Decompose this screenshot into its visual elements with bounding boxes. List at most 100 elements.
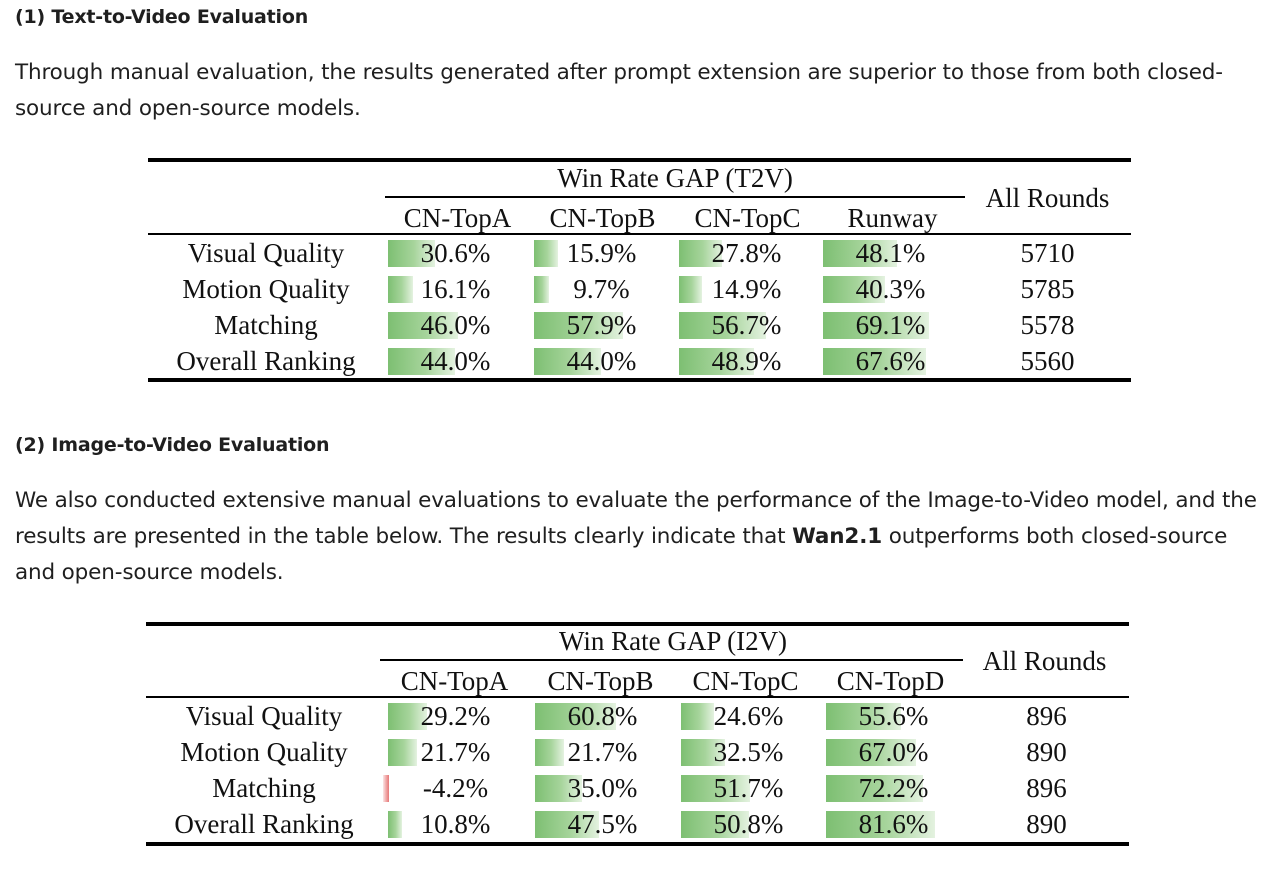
- win-rate-bar: [823, 276, 885, 303]
- all-rounds-value: 5710: [1020, 238, 1075, 268]
- section-paragraph-t2v: Through manual evaluation, the results g…: [15, 60, 1223, 121]
- win-rate-value: 21.7%: [567, 737, 638, 767]
- win-rate-value: 27.8%: [711, 238, 782, 268]
- win-rate-bar: [388, 348, 456, 375]
- all-rounds-value: 5785: [1020, 274, 1075, 304]
- win-rate-value: 14.9%: [711, 274, 782, 304]
- row-label: Visual Quality: [187, 238, 345, 268]
- row-label: Overall Ranking: [174, 809, 354, 839]
- win-rate-bar: [823, 348, 927, 375]
- paragraph-text: We also conducted extensive manual evalu…: [15, 488, 1257, 549]
- win-rate-bar: [388, 240, 435, 267]
- win-rate-value: 67.6%: [855, 346, 926, 376]
- all-rounds-value: 896: [1026, 701, 1067, 731]
- win-rate-value: 15.9%: [566, 238, 637, 268]
- win-rate-value: 44.0%: [566, 346, 637, 376]
- win-rate-bar: [535, 775, 582, 802]
- win-rate-bar: [679, 348, 754, 375]
- column-header: CN-TopA: [403, 203, 512, 233]
- win-rate-value: -4.2%: [422, 773, 489, 803]
- row-label: Motion Quality: [182, 274, 350, 304]
- win-rate-value: 72.2%: [858, 773, 929, 803]
- win-rate-value: 69.1%: [855, 310, 926, 340]
- all-rounds-value: 5578: [1020, 310, 1075, 340]
- row-label: Visual Quality: [185, 701, 343, 731]
- column-header: CN-TopC: [694, 203, 801, 233]
- group-header-rule: [385, 196, 965, 198]
- header-rule: [146, 696, 1129, 698]
- all-rounds-value: 890: [1026, 809, 1067, 839]
- win-rate-bar: [681, 739, 725, 766]
- section-heading-i2v: (2) Image-to-Video Evaluation: [15, 434, 330, 456]
- win-rate-bar: [826, 811, 936, 838]
- table-top-rule: [148, 158, 1131, 162]
- win-rate-bar: [534, 276, 549, 303]
- win-rate-bar: [534, 312, 623, 339]
- win-rate-bar: [681, 811, 750, 838]
- win-rate-bar: [535, 811, 599, 838]
- win-rate-value: 48.9%: [711, 346, 782, 376]
- table-bottom-rule: [146, 842, 1129, 846]
- row-label: Matching: [214, 310, 318, 340]
- win-rate-bar: [535, 739, 565, 766]
- win-rate-value: 55.6%: [858, 701, 929, 731]
- all-rounds-header: All Rounds: [982, 646, 1107, 676]
- win-rate-bar: [388, 312, 459, 339]
- win-rate-value: 51.7%: [713, 773, 784, 803]
- win-rate-bar: [681, 703, 714, 730]
- win-rate-bar: [535, 703, 617, 730]
- win-rate-value: 9.7%: [573, 274, 630, 304]
- win-rate-value: 47.5%: [567, 809, 638, 839]
- all-rounds-value: 896: [1026, 773, 1067, 803]
- header-rule: [148, 233, 1131, 235]
- win-rate-value: 16.1%: [420, 274, 491, 304]
- win-rate-bar: [681, 775, 751, 802]
- win-rate-value: 81.6%: [858, 809, 929, 839]
- group-header: Win Rate GAP (I2V): [558, 626, 788, 656]
- win-rate-bar: [388, 276, 413, 303]
- win-rate-bar: [388, 811, 403, 838]
- column-header: CN-TopD: [836, 666, 945, 696]
- win-rate-bar: [826, 775, 923, 802]
- win-rate-value: 21.7%: [420, 737, 491, 767]
- table-bottom-rule: [148, 378, 1131, 382]
- win-rate-value: 56.7%: [711, 310, 782, 340]
- model-name-bold: Wan2.1: [792, 524, 883, 549]
- t2v-win-rate-table: Win Rate GAP (T2V) All Rounds CN-TopA CN…: [0, 0, 1273, 400]
- row-label: Motion Quality: [180, 737, 348, 767]
- win-rate-value: 44.0%: [420, 346, 491, 376]
- win-rate-value: 40.3%: [855, 274, 926, 304]
- win-rate-value: 46.0%: [420, 310, 491, 340]
- win-rate-bar: [383, 775, 389, 802]
- column-header: CN-TopB: [549, 203, 656, 233]
- win-rate-bar: [388, 739, 418, 766]
- win-rate-bar: [679, 276, 702, 303]
- paragraph-text: outperforms both closed-source and open-…: [15, 524, 1228, 585]
- win-rate-bar: [826, 703, 901, 730]
- section-heading-t2v: (1) Text-to-Video Evaluation: [15, 6, 309, 28]
- win-rate-value: 32.5%: [713, 737, 784, 767]
- win-rate-bar: [534, 240, 559, 267]
- win-rate-value: 35.0%: [567, 773, 638, 803]
- win-rate-bar: [679, 240, 722, 267]
- win-rate-value: 48.1%: [855, 238, 926, 268]
- column-header: Runway: [847, 203, 938, 233]
- column-header: CN-TopB: [547, 666, 654, 696]
- win-rate-value: 50.8%: [713, 809, 784, 839]
- column-header: CN-TopA: [400, 666, 509, 696]
- win-rate-value: 67.0%: [858, 737, 929, 767]
- all-rounds-value: 890: [1026, 737, 1067, 767]
- win-rate-value: 57.9%: [566, 310, 637, 340]
- win-rate-bar: [679, 312, 766, 339]
- win-rate-bar: [826, 739, 916, 766]
- win-rate-value: 30.6%: [420, 238, 491, 268]
- section-paragraph-i2v: We also conducted extensive manual evalu…: [15, 483, 1260, 591]
- all-rounds-value: 5560: [1020, 346, 1075, 376]
- win-rate-value: 60.8%: [567, 701, 638, 731]
- row-label: Overall Ranking: [176, 346, 356, 376]
- win-rate-bar: [388, 703, 428, 730]
- win-rate-bar: [823, 312, 929, 339]
- group-header: Win Rate GAP (T2V): [557, 163, 793, 193]
- win-rate-value: 24.6%: [713, 701, 784, 731]
